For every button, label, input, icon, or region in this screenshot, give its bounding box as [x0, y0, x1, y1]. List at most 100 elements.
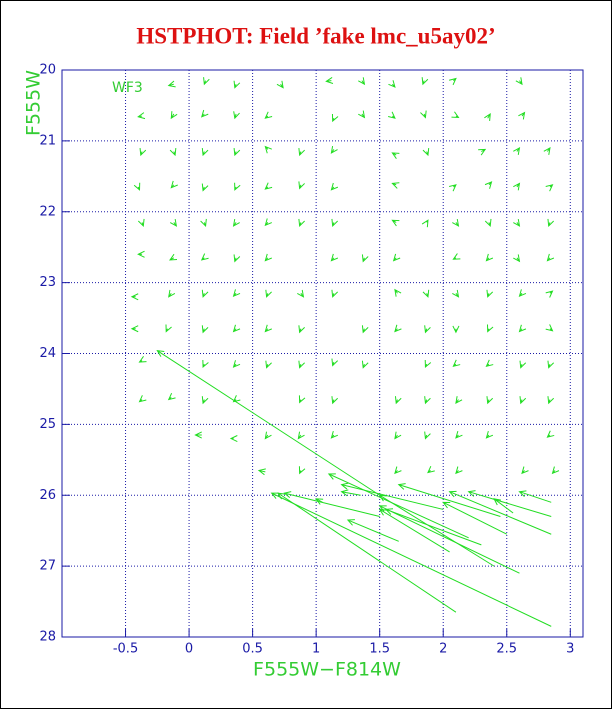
- vector-arrow: [392, 253, 401, 262]
- vector-arrow: [513, 182, 521, 191]
- vector-arrow: [358, 110, 366, 119]
- vector-arrow: [233, 80, 241, 89]
- y-tick-label: 27: [39, 559, 56, 574]
- y-tick-label: 24: [39, 346, 56, 361]
- vector-arrow: [264, 145, 272, 154]
- vector-arrow: [327, 473, 469, 539]
- vector-arrow: [519, 396, 527, 405]
- vector-arrow: [297, 289, 305, 298]
- vector-arrow: [232, 289, 241, 297]
- vector-arrow: [421, 219, 429, 228]
- vector-arrow: [424, 431, 431, 440]
- vector-arrow: [298, 218, 305, 228]
- vector-arrow: [203, 77, 210, 86]
- x-tick-label: 2.5: [496, 642, 517, 657]
- vector-arrow: [518, 490, 552, 503]
- y-tick-label: 21: [39, 133, 56, 148]
- vector-arrow: [234, 182, 241, 191]
- vector-arrow: [270, 492, 552, 627]
- vector-arrow: [467, 490, 552, 517]
- annotation: WF3: [112, 80, 143, 96]
- vector-arrow: [486, 289, 494, 298]
- vector-arrow: [546, 430, 555, 438]
- vector-arrow: [394, 288, 402, 297]
- vector-arrow: [518, 289, 527, 297]
- vector-arrow: [484, 112, 491, 121]
- vector-arrow: [452, 325, 460, 334]
- vector-arrow: [546, 253, 555, 262]
- vector-arrow: [264, 431, 272, 440]
- vector-arrow: [547, 360, 555, 369]
- vector-arrow: [455, 466, 463, 475]
- vector-arrow: [394, 396, 402, 405]
- vector-arrow: [518, 324, 527, 333]
- vector-arrow: [233, 111, 240, 120]
- vector-arrow: [137, 112, 146, 120]
- vector-arrow: [232, 324, 241, 333]
- vector-arrow: [388, 80, 396, 88]
- vector-arrow: [297, 431, 305, 440]
- vector-arrow: [331, 114, 339, 123]
- vector-arrow: [486, 324, 494, 333]
- vector-arrow: [330, 182, 339, 191]
- vector-arrow: [358, 77, 366, 86]
- vector-arrow: [233, 148, 241, 157]
- vector-arrow: [452, 253, 461, 260]
- vector-arrow: [201, 396, 209, 405]
- vector-arrow: [167, 392, 176, 401]
- vector-arrow: [485, 253, 494, 262]
- y-tick-label: 26: [39, 488, 56, 503]
- vector-arrow: [340, 482, 444, 510]
- vector-arrow: [265, 360, 272, 369]
- vector-arrow: [264, 111, 273, 119]
- y-tick-label: 28: [39, 630, 56, 645]
- chart-title: HSTPHOT: Field ’fake lmc_u5ay02’: [136, 23, 495, 48]
- vector-arrow: [448, 490, 552, 535]
- y-tick-label: 20: [39, 63, 56, 78]
- vector-arrow: [130, 325, 139, 333]
- vector-arrow: [455, 396, 463, 405]
- vector-arrow: [233, 254, 241, 263]
- vector-arrow: [201, 148, 209, 157]
- x-tick-label: 0: [185, 642, 193, 657]
- vector-arrow: [331, 396, 339, 405]
- vector-arrow: [388, 111, 396, 119]
- vector-arrow: [484, 181, 493, 189]
- vector-arrow: [130, 293, 139, 301]
- vector-arrow: [394, 324, 402, 333]
- vector-arrow: [391, 182, 400, 189]
- x-tick-label: 2: [439, 642, 447, 657]
- x-tick-label: -0.5: [113, 642, 138, 657]
- vector-arrow: [201, 289, 209, 298]
- vector-arrow: [138, 355, 147, 363]
- vector-arrow: [397, 483, 501, 517]
- vector-arrow: [545, 184, 554, 192]
- vector-arrow: [201, 183, 209, 192]
- vector-arrow: [545, 290, 554, 298]
- vector-arrow: [391, 219, 400, 227]
- vector-arrow: [170, 111, 178, 120]
- vector-arrow: [298, 148, 305, 157]
- vector-arrow: [298, 395, 306, 404]
- vector-arrow: [449, 77, 457, 86]
- vector-arrow: [361, 254, 369, 263]
- vector-arrow: [170, 180, 178, 189]
- vector-arrow: [485, 359, 494, 367]
- x-tick-label: 1: [312, 642, 320, 657]
- vector-arrow: [486, 396, 494, 405]
- vector-arrow: [452, 359, 461, 367]
- vector-arrow: [169, 148, 177, 157]
- vector-arrow: [202, 359, 209, 369]
- vector-arrow: [513, 147, 521, 155]
- vector-arrow: [298, 360, 305, 369]
- vector-arrow: [165, 324, 172, 333]
- vector-arrow: [545, 324, 554, 332]
- vector-arrow: [547, 218, 555, 228]
- vector-arrow: [340, 489, 361, 497]
- vector-arrow: [133, 182, 141, 191]
- vector-arrow: [521, 466, 529, 475]
- vector-arrow: [330, 430, 339, 439]
- vector-arrow: [424, 396, 431, 405]
- vector-arrow: [169, 253, 178, 261]
- vector-arrow: [283, 491, 380, 517]
